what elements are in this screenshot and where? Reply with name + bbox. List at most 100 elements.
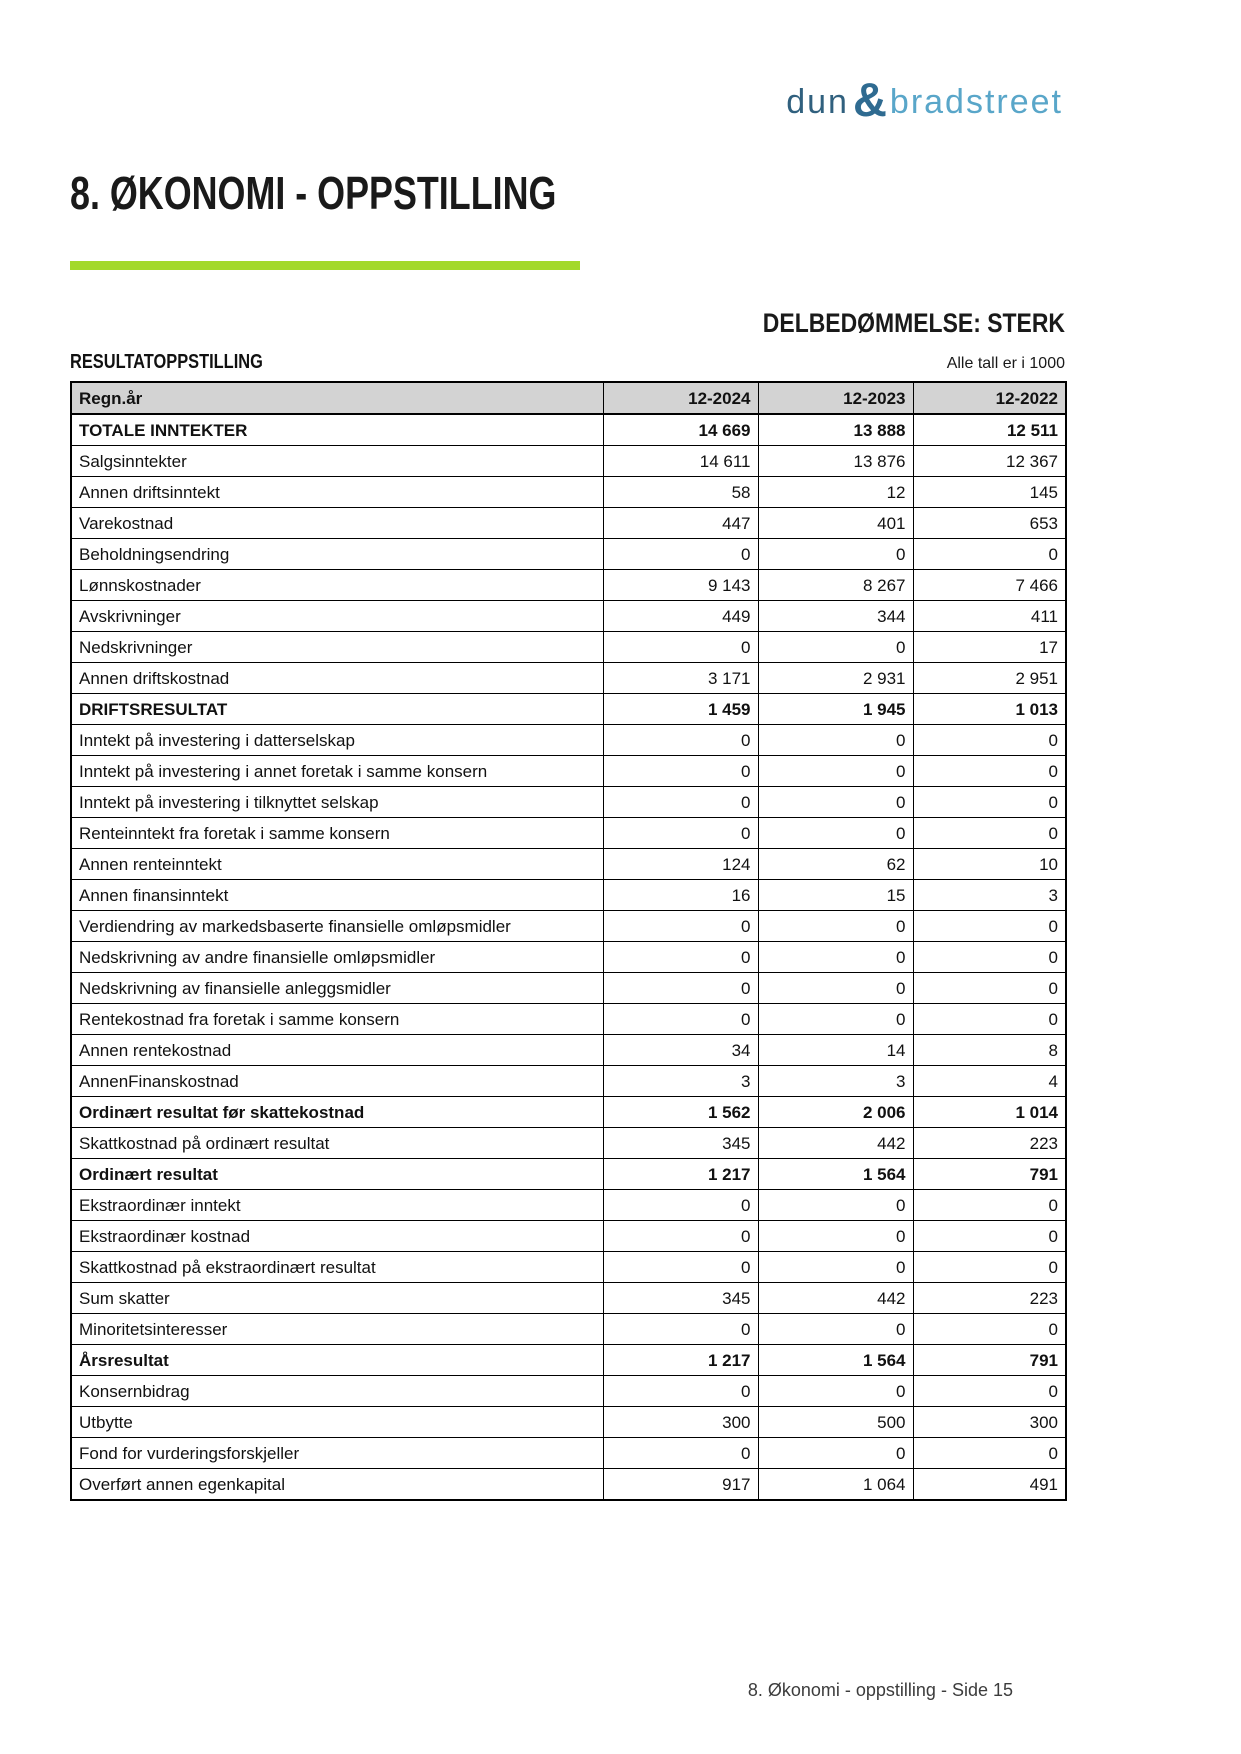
row-value: 1 459 [602,693,759,725]
row-label: Annen finansinntekt [70,879,604,911]
row-value: 8 [912,1034,1067,1066]
row-value: 300 [912,1406,1067,1438]
row-value: 145 [912,476,1067,508]
row-value: 14 669 [602,413,759,446]
row-label: Nedskrivning av andre finansielle omløps… [70,941,604,973]
row-value: 0 [912,538,1067,570]
row-value: 223 [912,1127,1067,1159]
row-label: Ordinært resultat før skattekostnad [70,1096,604,1128]
row-value: 12 367 [912,445,1067,477]
row-value: 0 [757,631,914,663]
row-value: 2 951 [912,662,1067,694]
table-row: Rentekostnad fra foretak i samme konsern… [70,1003,1067,1035]
row-value: 0 [912,1189,1067,1221]
row-value: 0 [602,538,759,570]
column-header-period: 12-2024 [602,381,759,415]
row-value: 223 [912,1282,1067,1314]
row-value: 0 [757,1189,914,1221]
row-value: 9 143 [602,569,759,601]
logo-text-dun: dun [786,83,849,121]
row-value: 10 [912,848,1067,880]
row-value: 13 876 [757,445,914,477]
row-value: 1 217 [602,1158,759,1190]
table-row: Inntekt på investering i tilknyttet sels… [70,786,1067,818]
row-value: 62 [757,848,914,880]
row-value: 1 564 [757,1344,914,1376]
row-value: 0 [912,786,1067,818]
row-value: 0 [912,755,1067,787]
row-label: Avskrivninger [70,600,604,632]
row-value: 0 [602,786,759,818]
row-label: Ordinært resultat [70,1158,604,1190]
row-label: DRIFTSRESULTAT [70,693,604,725]
row-value: 1 945 [757,693,914,725]
row-value: 0 [912,1437,1067,1469]
row-value: 0 [602,1313,759,1345]
row-label: Sum skatter [70,1282,604,1314]
row-value: 3 [602,1065,759,1097]
row-value: 0 [912,1251,1067,1283]
table-row: Annen finansinntekt 16 15 3 [70,879,1067,911]
ampersand-icon: & [852,73,887,126]
row-value: 791 [912,1158,1067,1190]
row-value: 442 [757,1282,914,1314]
table-row: Avskrivninger 449 344 411 [70,600,1067,632]
row-value: 0 [602,1189,759,1221]
row-label: Skattkostnad på ordinært resultat [70,1127,604,1159]
row-label: Annen driftskostnad [70,662,604,694]
table-subheader: RESULTATOPPSTILLING Alle tall er i 1000 [70,351,1065,374]
table-row: Annen driftsinntekt 58 12 145 [70,476,1067,508]
table-row: Utbytte 300 500 300 [70,1406,1067,1438]
row-label: Inntekt på investering i datterselskap [70,724,604,756]
row-value: 8 267 [757,569,914,601]
row-value: 0 [912,941,1067,973]
row-value: 12 511 [912,413,1067,446]
page-footer: 8. Økonomi - oppstilling - Side 15 [747,1680,1013,1700]
row-value: 0 [602,972,759,1004]
row-label: Utbytte [70,1406,604,1438]
table-row: Lønnskostnader 9 143 8 267 7 466 [70,569,1067,601]
row-value: 3 [757,1065,914,1097]
dun-bradstreet-logo: dun & bradstreet [786,76,1063,129]
row-label: AnnenFinanskostnad [70,1065,604,1097]
row-value: 0 [757,1003,914,1035]
row-label: Ekstraordinær kostnad [70,1220,604,1252]
income-statement-table: Regn.år 12-2024 12-2023 12-2022 TOTALE INNT… [70,381,1067,1501]
table-row: Annen renteinntekt 124 62 10 [70,848,1067,880]
table-row: Konsernbidrag 0 0 0 [70,1375,1067,1407]
row-value: 0 [757,972,914,1004]
row-label: Inntekt på investering i annet foretak i… [70,755,604,787]
table-row: Ekstraordinær inntekt 0 0 0 [70,1189,1067,1221]
row-label: Inntekt på investering i tilknyttet sels… [70,786,604,818]
row-value: 0 [602,941,759,973]
column-header-label: Regn.år [70,381,604,415]
row-value: 3 171 [602,662,759,694]
table-row: Verdiendring av markedsbaserte finansiel… [70,910,1067,942]
row-value: 0 [602,817,759,849]
row-value: 0 [757,1437,914,1469]
table-row: Ekstraordinær kostnad 0 0 0 [70,1220,1067,1252]
table-row: Annen driftskostnad 3 171 2 931 2 951 [70,662,1067,694]
row-label: Annen driftsinntekt [70,476,604,508]
row-value: 0 [757,910,914,942]
table-row: Annen rentekostnad 34 14 8 [70,1034,1067,1066]
row-label: Annen renteinntekt [70,848,604,880]
row-value: 16 [602,879,759,911]
page-title: 8. ØKONOMI - OPPSTILLING [70,167,557,219]
row-value: 0 [912,817,1067,849]
row-label: Lønnskostnader [70,569,604,601]
table-row: Salgsinntekter 14 611 13 876 12 367 [70,445,1067,477]
row-value: 0 [602,755,759,787]
row-value: 0 [757,1313,914,1345]
table-row: Skattkostnad på ordinært resultat 345 442 2… [70,1127,1067,1159]
row-value: 0 [912,1003,1067,1035]
row-value: 401 [757,507,914,539]
row-value: 0 [912,1220,1067,1252]
row-value: 15 [757,879,914,911]
table-row: Minoritetsinteresser 0 0 0 [70,1313,1067,1345]
row-value: 0 [757,1375,914,1407]
row-value: 4 [912,1065,1067,1097]
row-value: 14 611 [602,445,759,477]
column-header-period: 12-2023 [757,381,914,415]
row-label: Fond for vurderingsforskjeller [70,1437,604,1469]
